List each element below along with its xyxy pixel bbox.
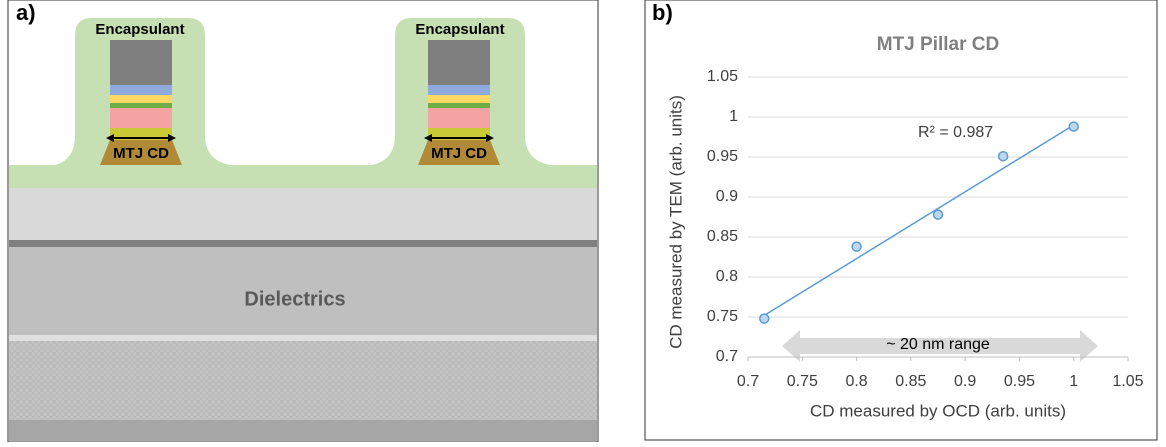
trendline-label: R² = 0.987 [918, 124, 993, 141]
y-tick-label: 0.9 [716, 188, 738, 205]
y-tick-label: 1 [729, 108, 738, 125]
chart-title: MTJ Pillar CD [877, 34, 999, 55]
y-tick-label: 0.95 [707, 148, 738, 165]
panel-label: b) [652, 0, 673, 25]
y-tick-label: 0.7 [716, 348, 738, 365]
y-tick-label: 0.75 [707, 308, 738, 325]
encapsulant-label: Encapsulant [95, 21, 184, 38]
y-tick-label: 0.85 [707, 228, 738, 245]
panel-b: b) MTJ Pillar CD CD measured by OCD (arb… [645, 0, 1157, 440]
substrate-top [9, 188, 597, 240]
point [934, 210, 943, 219]
layer-line [9, 335, 597, 341]
x-tick-label: 0.9 [954, 373, 976, 390]
panel-label: a) [16, 0, 36, 25]
x-axis-label: CD measured by OCD (arb. units) [810, 401, 1066, 420]
cd-label: MTJ CD [113, 145, 169, 162]
x-tick-label: 1.05 [1112, 373, 1143, 390]
x-tick-label: 1 [1069, 373, 1078, 390]
hatched-layer [9, 341, 597, 420]
range-annotation: ~ 20 nm range [886, 336, 990, 353]
panel-a: a) Encapsulant Encapsulant MTJ CD MTJ CD… [8, 0, 598, 442]
bottom-layer [9, 420, 597, 441]
x-tick-label: 0.85 [895, 373, 926, 390]
y-tick-label: 0.8 [716, 268, 738, 285]
point [1069, 122, 1078, 131]
point [760, 314, 769, 323]
x-tick-label: 0.7 [737, 373, 759, 390]
point [852, 242, 861, 251]
x-tick-label: 0.8 [845, 373, 867, 390]
figure: a) Encapsulant Encapsulant MTJ CD MTJ CD… [0, 0, 1166, 442]
layer-line [9, 240, 597, 247]
y-tick-label: 1.05 [707, 68, 738, 85]
dielectrics-label: Dielectrics [244, 288, 345, 310]
cd-label: MTJ CD [431, 145, 487, 162]
encapsulant-label: Encapsulant [415, 21, 504, 38]
point [999, 152, 1008, 161]
x-tick-label: 0.75 [787, 373, 818, 390]
y-axis-label: CD measured by TEM (arb. units) [666, 95, 685, 349]
x-tick-label: 0.95 [1004, 373, 1035, 390]
